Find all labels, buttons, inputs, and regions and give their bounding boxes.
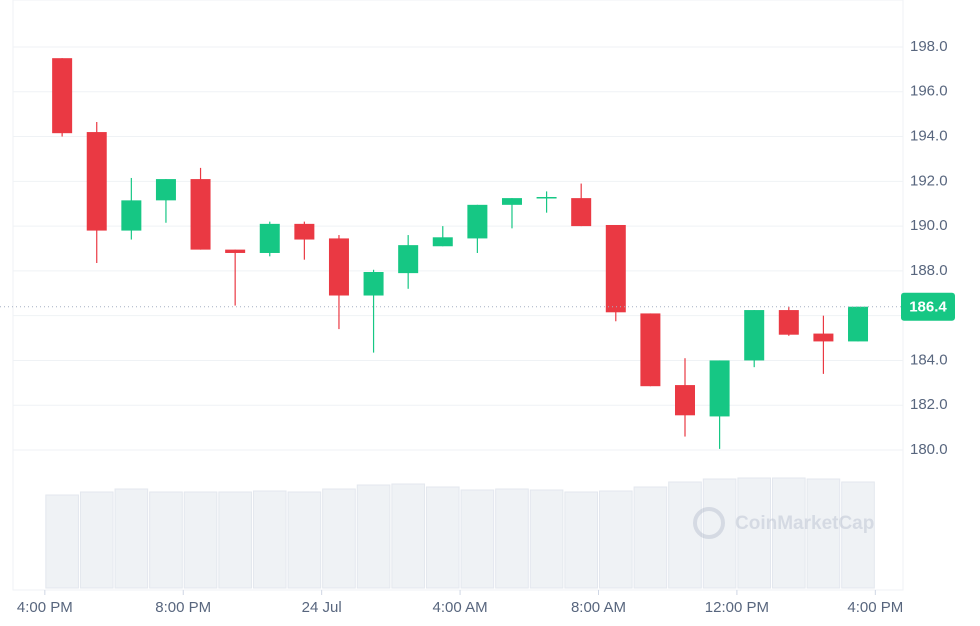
x-tick-label: 8:00 AM: [571, 599, 626, 616]
last-price-badge: [901, 292, 955, 321]
volume-bar: [252, 490, 287, 589]
candle-body: [536, 196, 557, 199]
candle-body: [398, 245, 419, 274]
x-tick-label: 4:00 PM: [847, 599, 903, 616]
volume-bar: [772, 477, 806, 589]
candle-body: [225, 249, 246, 253]
x-tick-label: 8:00 PM: [155, 599, 211, 616]
candle-body: [778, 310, 799, 335]
volume-bar: [183, 491, 218, 589]
y-tick-label: 190.0: [910, 217, 948, 234]
candle-body: [328, 238, 349, 296]
y-tick-label: 184.0: [910, 351, 948, 368]
volume-bar: [218, 491, 252, 589]
candle-body: [155, 179, 176, 201]
candle-body: [848, 306, 869, 342]
volume-bar: [460, 489, 495, 589]
candle-body: [813, 333, 834, 342]
watermark: CoinMarketCap: [693, 507, 874, 539]
volume-bar: [633, 486, 668, 589]
volume-bar: [79, 491, 114, 589]
x-tick-label: 4:00 AM: [433, 599, 488, 616]
volume-bar: [806, 478, 841, 589]
candle-body: [744, 310, 765, 361]
last-price-label: 186.4: [909, 299, 947, 316]
volume-bar: [425, 486, 460, 589]
y-tick-label: 194.0: [910, 128, 948, 145]
volume-bar: [114, 488, 149, 589]
y-tick-label: 192.0: [910, 172, 948, 189]
y-tick-label: 198.0: [910, 38, 948, 55]
candle-body: [640, 313, 661, 387]
candle-body: [467, 204, 488, 239]
volume-bar: [391, 483, 425, 589]
y-tick-label: 180.0: [910, 441, 948, 458]
volume-bar: [495, 488, 529, 589]
candle-body: [294, 223, 315, 240]
candle-body: [432, 237, 453, 247]
volume-bar: [737, 477, 772, 589]
candle-body: [674, 385, 695, 416]
volume-bar: [529, 489, 564, 589]
x-tick-label: 12:00 PM: [705, 599, 769, 616]
candle-body: [121, 200, 142, 231]
volume-bar: [322, 488, 356, 589]
candle-body: [501, 198, 522, 205]
volume-bar: [702, 478, 737, 589]
volume-bar: [356, 484, 391, 589]
x-tick-label: 4:00 PM: [17, 599, 73, 616]
volume-bar: [668, 481, 702, 589]
candle-body: [363, 272, 384, 296]
x-tick-label: 24 Jul: [302, 599, 342, 616]
watermark-text: CoinMarketCap: [735, 513, 874, 534]
y-tick-label: 182.0: [910, 396, 948, 413]
y-tick-label: 196.0: [910, 83, 948, 100]
volume-bar: [564, 491, 598, 589]
y-tick-label: 188.0: [910, 262, 948, 279]
volume-bar: [45, 494, 79, 589]
volume-bar: [841, 481, 875, 589]
candle-body: [571, 198, 592, 227]
candle-body: [52, 58, 73, 134]
volume-bar: [149, 491, 183, 589]
candle-body: [709, 360, 730, 417]
volume-bar: [598, 490, 633, 589]
volume-bar: [287, 491, 322, 589]
candle-body: [605, 224, 626, 313]
candle-body: [259, 223, 280, 253]
candle-body: [190, 179, 211, 250]
candle-body: [86, 132, 107, 231]
